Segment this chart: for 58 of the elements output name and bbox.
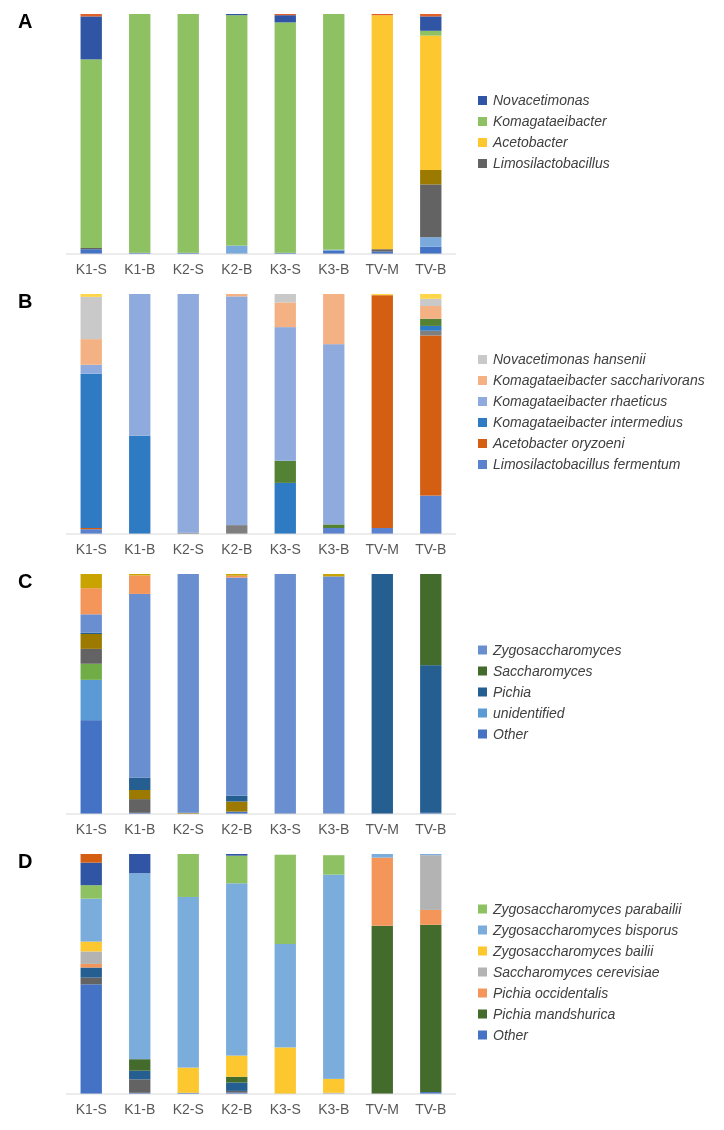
legend-label: Saccharomyces bbox=[493, 662, 593, 679]
x-tick-label: TV-B bbox=[415, 1101, 447, 1117]
x-tick-label: K1-S bbox=[75, 261, 107, 277]
legend-label: Pichia occidentalis bbox=[493, 984, 609, 1001]
legend-label: Komagataeibacter saccharivorans bbox=[493, 372, 705, 388]
x-tick-label: K3-B bbox=[318, 821, 350, 837]
x-tick-label: K2-B bbox=[221, 261, 253, 277]
x-tick-label: K1-B bbox=[124, 821, 156, 837]
x-tick-label: K2-B bbox=[221, 821, 253, 837]
legend-label: Acetobacter bbox=[492, 134, 570, 150]
x-tick-label: TV-M bbox=[365, 261, 399, 277]
x-tick-label: K2-B bbox=[221, 541, 253, 557]
legend-label: Saccharomyces cerevisiae bbox=[493, 963, 660, 980]
x-tick-label: K1-S bbox=[75, 541, 107, 557]
legend-label: Komagataeibacter rhaeticus bbox=[493, 393, 668, 409]
legend-label: Komagataeibacter intermedius bbox=[493, 414, 683, 430]
x-tick-label: K1-B bbox=[124, 261, 156, 277]
legend-label: Other bbox=[493, 1026, 530, 1043]
x-tick-label: TV-M bbox=[365, 821, 399, 837]
chart-title: A bbox=[18, 10, 33, 32]
legend-label: Pichia bbox=[493, 683, 532, 700]
x-tick-label: K3-S bbox=[269, 1101, 301, 1117]
legend-label: Zygosaccharomyces bisporus bbox=[492, 921, 679, 938]
legend-label: Komagataeibacter bbox=[493, 113, 608, 129]
legend-label: Novacetimonas bbox=[493, 92, 590, 108]
x-tick-label: K1-S bbox=[75, 1101, 107, 1117]
legend-label: Pichia mandshurica bbox=[493, 1005, 616, 1022]
x-tick-label: K2-S bbox=[172, 541, 204, 557]
x-tick-label: K1-B bbox=[124, 541, 156, 557]
x-tick-label: K3-B bbox=[318, 261, 350, 277]
legend-label: Zygosaccharomyces bbox=[492, 641, 622, 658]
legend-label: Acetobacter oryzoeni bbox=[492, 435, 626, 451]
x-tick-label: K1-S bbox=[75, 821, 107, 837]
x-tick-label: K2-S bbox=[172, 261, 204, 277]
legend-label: Limosilactobacillus bbox=[493, 155, 610, 171]
x-tick-label: K3-S bbox=[269, 261, 301, 277]
legend-label: Other bbox=[493, 725, 530, 742]
x-tick-label: K3-B bbox=[318, 541, 350, 557]
x-tick-label: K2-B bbox=[221, 1101, 253, 1117]
x-tick-label: K1-B bbox=[124, 1101, 156, 1117]
legend-label: Novacetimonas hansenii bbox=[493, 351, 647, 367]
legend-label: Limosilactobacillus fermentum bbox=[493, 456, 681, 472]
x-tick-label: K3-B bbox=[318, 1101, 350, 1117]
legend-label: unidentified bbox=[493, 704, 566, 721]
x-tick-label: TV-M bbox=[365, 1101, 399, 1117]
legend-label: Zygosaccharomyces bailii bbox=[492, 942, 655, 959]
chart-title: D bbox=[18, 850, 33, 872]
chart-title: B bbox=[18, 290, 33, 312]
x-tick-label: TV-B bbox=[415, 541, 447, 557]
x-tick-label: K3-S bbox=[269, 821, 301, 837]
x-tick-label: TV-M bbox=[365, 541, 399, 557]
x-tick-label: K2-S bbox=[172, 821, 204, 837]
x-tick-label: K3-S bbox=[269, 541, 301, 557]
chart-title: C bbox=[18, 570, 33, 592]
x-tick-label: TV-B bbox=[415, 261, 447, 277]
legend-label: Zygosaccharomyces parabailii bbox=[492, 900, 683, 917]
x-tick-label: TV-B bbox=[415, 821, 447, 837]
x-tick-label: K2-S bbox=[172, 1101, 204, 1117]
